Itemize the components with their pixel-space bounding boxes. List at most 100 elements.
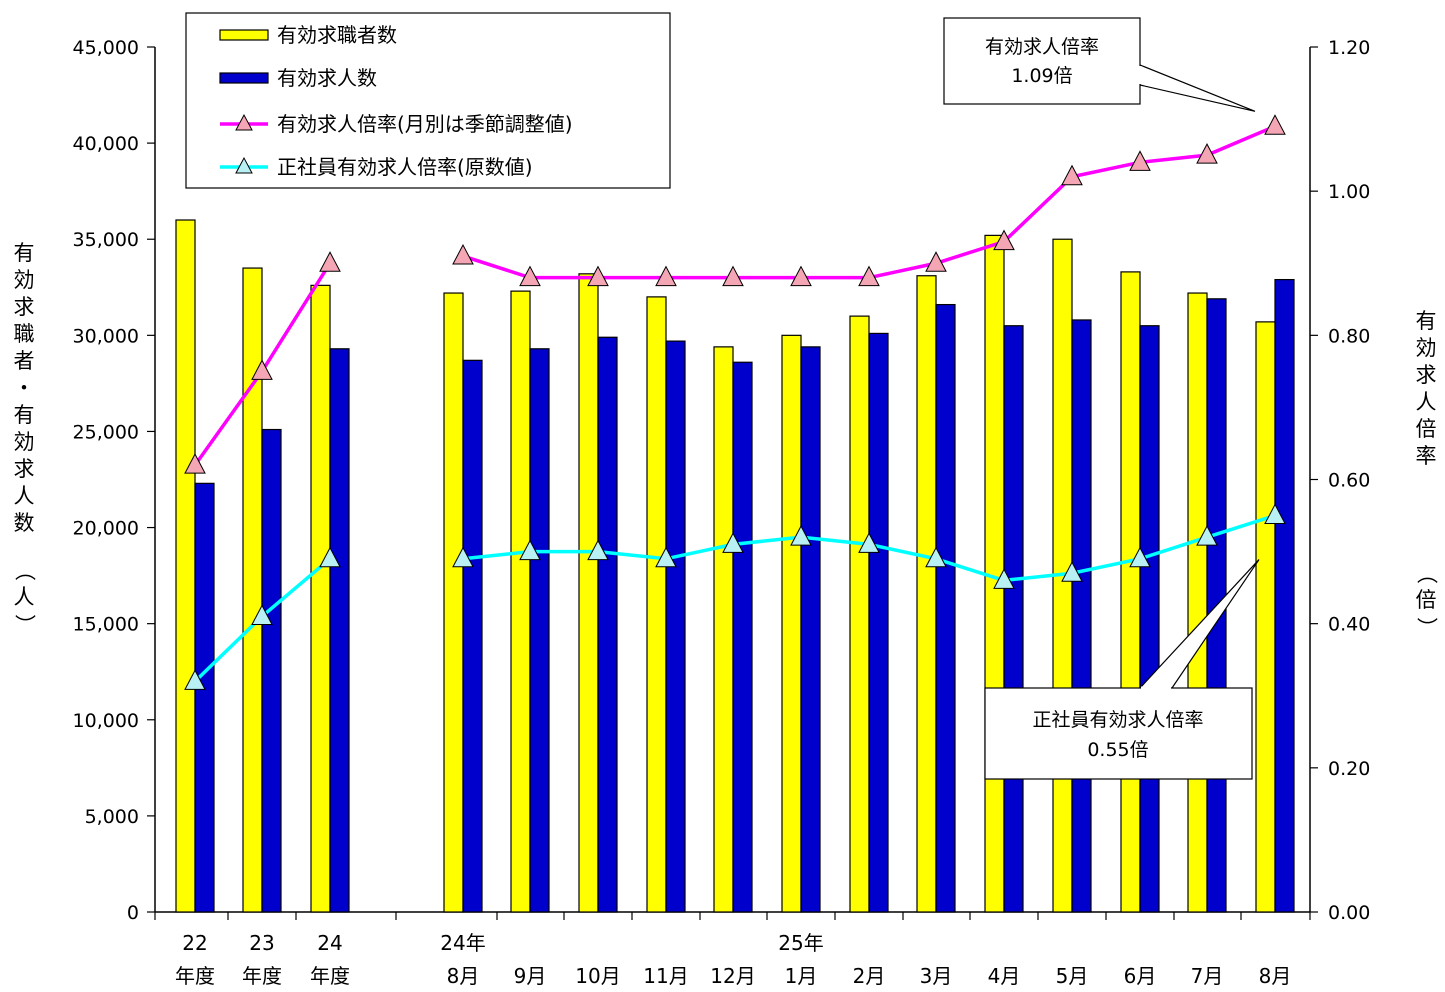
- bar-job-openings: [261, 428, 282, 913]
- bar-jobseekers: [1120, 271, 1141, 913]
- y-right-tick-label: 0.60: [1328, 470, 1370, 492]
- legend: [185, 12, 671, 189]
- regular-ratio-point: [251, 604, 273, 625]
- y-right-tick-label: 0.40: [1328, 614, 1370, 636]
- axis-label-char: 人: [1415, 390, 1437, 414]
- regular-ratio-point: [319, 546, 341, 568]
- bar-jobseekers: [713, 346, 734, 913]
- callout-value: 1.09倍: [1011, 65, 1072, 87]
- x-tick-label-bottom: 9月: [514, 964, 547, 988]
- y-left-tick-label: 15,000: [73, 614, 139, 636]
- axis-label-char: 職: [13, 322, 35, 346]
- regular-ratio-point: [1264, 503, 1286, 525]
- regular-ratio-point: [655, 546, 677, 568]
- x-tick-label-bottom: 8月: [447, 964, 480, 988]
- bar-job-openings: [597, 336, 618, 913]
- legend-label: 有効求人数: [277, 66, 377, 90]
- callout-box: [984, 687, 1253, 780]
- y-axis-right-label: 有効求人倍率（倍）: [1413, 308, 1439, 641]
- regular-ratio-point: [722, 532, 744, 553]
- bar-job-openings: [462, 359, 483, 913]
- ratio-point: [184, 453, 206, 474]
- x-tick-label-top: 25年: [778, 931, 823, 955]
- axis-label-char: 効: [13, 268, 35, 292]
- x-tick-label-bottom: 4月: [988, 964, 1021, 988]
- regular-ratio-point: [1061, 561, 1083, 582]
- bar-jobseekers: [510, 290, 531, 913]
- regular-ratio-point: [1196, 525, 1218, 546]
- x-tick-label-bottom: 3月: [920, 964, 953, 988]
- bar-jobseekers: [916, 275, 937, 913]
- ratio-point: [993, 229, 1015, 251]
- axis-label-char: 求: [13, 295, 35, 319]
- legend-swatch-marker: [235, 113, 253, 131]
- y-left-tick-label: 5,000: [85, 806, 139, 828]
- ratio-point: [790, 265, 812, 287]
- ratio-point: [452, 243, 474, 265]
- axis-label-char: 倍: [1415, 588, 1437, 612]
- bar-jobseekers: [578, 273, 599, 913]
- bar-jobseekers: [646, 296, 667, 913]
- bar-job-openings: [868, 332, 889, 913]
- callout-value: 0.55倍: [1087, 739, 1148, 761]
- axis-label-char: 人: [13, 585, 35, 609]
- regular-ratio-point: [790, 525, 812, 546]
- legend-swatch-marker: [235, 156, 253, 174]
- axis-label-char: 求: [1415, 363, 1437, 387]
- x-tick-label-bottom: 11月: [643, 964, 688, 988]
- bar-job-openings: [1139, 325, 1160, 913]
- regular-ratio-point: [587, 539, 609, 561]
- bar-job-openings: [800, 346, 821, 913]
- axis-label-char: 率: [1415, 444, 1437, 468]
- x-tick-label-bottom: 7月: [1191, 964, 1224, 988]
- regular-ratio-point: [1129, 546, 1151, 568]
- y-right-tick-label: 1.00: [1328, 181, 1370, 203]
- ratio-point: [722, 265, 744, 287]
- y-right-tick-label: 1.20: [1328, 37, 1370, 59]
- x-tick-label-bottom: 年度: [175, 964, 215, 988]
- callout-pointer: [1139, 64, 1256, 112]
- callout-title: 有効求人倍率: [985, 36, 1099, 58]
- y-left-tick-label: 45,000: [73, 37, 139, 59]
- legend-swatch: [219, 72, 269, 84]
- callout-box: [943, 17, 1141, 105]
- x-tick-label-bottom: 5月: [1056, 964, 1089, 988]
- axis-label-char: 有: [13, 403, 35, 427]
- x-tick-label-top: 24年: [440, 931, 485, 955]
- axis-label-char: 効: [1415, 336, 1437, 360]
- bar-jobseekers: [443, 292, 464, 913]
- axis-label-char: ・: [13, 376, 35, 400]
- regular-ratio-point: [925, 546, 947, 568]
- bar-job-openings: [732, 361, 753, 913]
- y-left-tick-label: 30,000: [73, 325, 139, 347]
- x-tick-label-top: 24: [317, 931, 342, 955]
- bar-jobseekers: [1187, 292, 1208, 913]
- bar-job-openings: [935, 303, 956, 913]
- ratio-point: [519, 265, 541, 287]
- ratio-point: [1196, 143, 1218, 164]
- axis-label-char: 有: [1415, 309, 1437, 333]
- x-tick-label-bottom: 6月: [1124, 964, 1157, 988]
- ratio-point: [858, 265, 880, 287]
- y-right-tick-label: 0.80: [1328, 325, 1370, 347]
- bar-jobseekers: [781, 334, 802, 913]
- axis-label-char: 数: [13, 511, 35, 535]
- bar-job-openings: [665, 340, 686, 913]
- axis-label-char: 倍: [1415, 417, 1437, 441]
- x-tick-label-bottom: 年度: [310, 964, 350, 988]
- y-left-tick-label: 20,000: [73, 518, 139, 540]
- legend-swatch: [219, 29, 269, 41]
- ratio-point: [1264, 114, 1286, 135]
- ratio-point: [655, 265, 677, 287]
- y-left-tick-label: 25,000: [73, 421, 139, 443]
- axis-label-char: ）: [1414, 617, 1439, 638]
- x-tick-label-bottom: 1月: [785, 964, 818, 988]
- bar-job-openings: [194, 482, 215, 913]
- ratio-point: [319, 251, 341, 272]
- y-axis-left-label: 有効求職者・有効求人数（人）: [11, 240, 37, 638]
- axis-label-char: 者: [13, 349, 35, 373]
- ratio-point: [1129, 150, 1151, 171]
- ratio-point: [587, 265, 609, 287]
